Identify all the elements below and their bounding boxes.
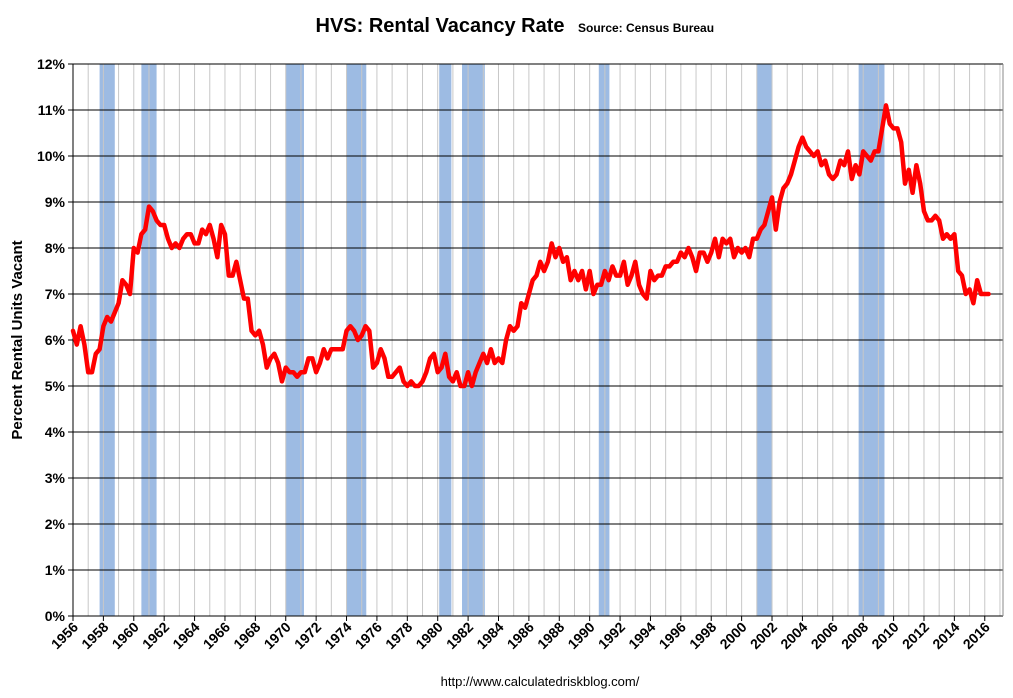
y-tick-label: 4%: [45, 424, 66, 440]
chart-subtitle: Source: Census Bureau: [578, 21, 714, 35]
data-line: [70, 103, 991, 389]
y-tick-label: 7%: [45, 286, 66, 302]
chart-title: HVS: Rental Vacancy Rate: [316, 15, 565, 37]
y-tick-label: 6%: [45, 332, 66, 348]
y-tick-label: 8%: [45, 240, 66, 256]
y-tick-label: 2%: [45, 516, 66, 532]
y-tick-label: 9%: [45, 194, 66, 210]
y-axis-label: Percent Rental Units Vacant: [9, 240, 26, 439]
y-tick-label: 11%: [38, 102, 66, 118]
footer: http://www.calculatedriskblog.com/: [441, 674, 640, 689]
y-tick-label: 0%: [45, 608, 66, 624]
y-tick-label: 1%: [45, 562, 66, 578]
y-tick-label: 10%: [37, 148, 66, 164]
y-tick-label: 5%: [45, 378, 66, 394]
y-tick-label: 12%: [37, 56, 66, 72]
y-tick-label: 3%: [45, 470, 66, 486]
